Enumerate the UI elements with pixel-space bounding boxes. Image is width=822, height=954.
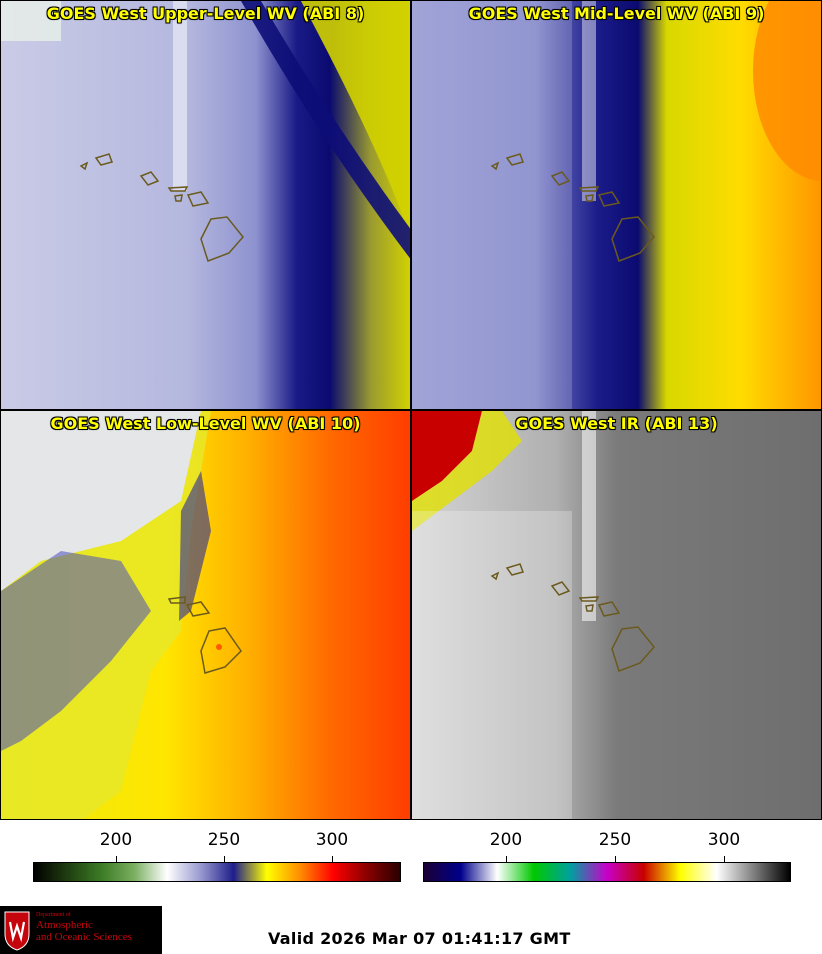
logo-line2: Atmospheric: [36, 919, 93, 931]
mid-level-wv-image: [412, 1, 821, 409]
valid-time: Valid 2026 Mar 07 01:41:17 GMT: [268, 929, 571, 948]
panel-title: GOES West Low-Level WV (ABI 10): [50, 414, 361, 433]
logo-line3: and Oceanic Sciences: [36, 931, 132, 943]
ir-tick-label: 200: [489, 830, 523, 850]
upper-level-wv-panel: GOES West Upper-Level WV (ABI 8): [0, 0, 411, 410]
panel-title: GOES West Mid-Level WV (ABI 9): [468, 4, 765, 23]
wv-tick-label: 200: [99, 830, 133, 850]
wv-tick: [332, 856, 333, 862]
logo-line1: Department of: [36, 912, 71, 918]
wv-tick-label: 250: [207, 830, 241, 850]
low-level-wv-panel: GOES West Low-Level WV (ABI 10): [0, 410, 411, 820]
hawaii-outline: [167, 596, 242, 674]
panel-title: GOES West Upper-Level WV (ABI 8): [46, 4, 365, 23]
uw-crest-icon: [4, 911, 30, 951]
ir-image: [412, 411, 821, 819]
ir-colorbar: [423, 862, 791, 882]
wv-colorbar: [33, 862, 401, 882]
upper-level-wv-image: [1, 1, 410, 409]
wv-tick: [116, 856, 117, 862]
hawaii-outline: [79, 153, 244, 262]
ir-tick: [724, 856, 725, 862]
low-level-wv-image: [1, 411, 410, 819]
wv-tick-label: 300: [315, 830, 349, 850]
hawaii-outline: [490, 153, 655, 262]
ir-tick: [615, 856, 616, 862]
ir-tick-label: 250: [598, 830, 632, 850]
hawaii-outline: [490, 563, 655, 672]
ir-tick: [506, 856, 507, 862]
wv-tick: [224, 856, 225, 862]
panel-title: GOES West IR (ABI 13): [515, 414, 718, 433]
ir-tick-label: 300: [707, 830, 741, 850]
uw-aos-logo: Department of Atmospheric and Oceanic Sc…: [0, 906, 162, 954]
mid-level-wv-panel: GOES West Mid-Level WV (ABI 9): [411, 0, 822, 410]
ir-panel: GOES West IR (ABI 13): [411, 410, 822, 820]
